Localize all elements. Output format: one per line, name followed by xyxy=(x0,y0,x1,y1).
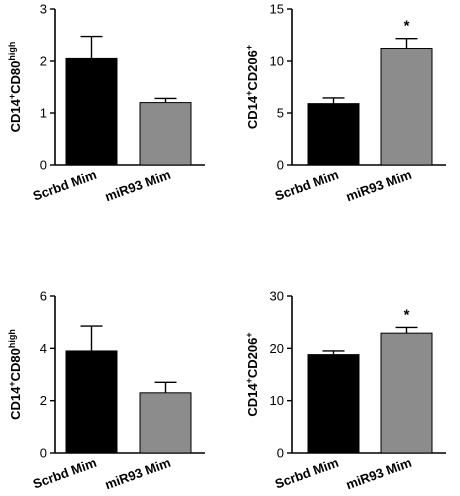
y-tick-label: 2 xyxy=(40,54,47,69)
x-category-label: miR93 Mim xyxy=(344,167,414,205)
y-tick-label: 0 xyxy=(277,446,284,461)
y-tick-label: 2 xyxy=(40,393,47,408)
y-tick-label: 15 xyxy=(270,2,284,17)
bar-2 xyxy=(380,332,433,454)
bar-2 xyxy=(380,48,433,166)
significance-marker: * xyxy=(404,18,410,35)
y-tick-label: 6 xyxy=(40,289,47,304)
y-tick-label: 30 xyxy=(270,289,284,304)
x-category-label: miR93 Mim xyxy=(103,167,173,205)
bar-1 xyxy=(307,103,360,166)
bar-1 xyxy=(65,350,118,454)
bar-2 xyxy=(139,102,192,166)
y-tick-label: 4 xyxy=(40,341,47,356)
significance-marker: * xyxy=(404,306,410,323)
y-tick-label: 0 xyxy=(40,446,47,461)
y-tick-label: 20 xyxy=(270,341,284,356)
bar-1 xyxy=(307,354,360,454)
y-tick-label: 3 xyxy=(40,2,47,17)
x-category-label: miR93 Mim xyxy=(103,455,173,493)
x-category-label: miR93 Mim xyxy=(344,455,414,493)
y-tick-label: 10 xyxy=(270,54,284,69)
y-axis-label: CD14+CD80high xyxy=(7,42,23,133)
bar-1 xyxy=(65,57,118,166)
y-axis-label: CD14+CD206+ xyxy=(244,332,260,416)
y-tick-label: 1 xyxy=(40,106,47,121)
y-tick-label: 10 xyxy=(270,393,284,408)
y-axis-label: CD14+CD206+ xyxy=(244,45,260,129)
y-tick-label: 0 xyxy=(277,158,284,173)
y-tick-label: 5 xyxy=(277,106,284,121)
y-axis-label: CD14+CD80high xyxy=(7,329,23,420)
bar-2 xyxy=(139,392,192,454)
y-tick-label: 0 xyxy=(40,158,47,173)
